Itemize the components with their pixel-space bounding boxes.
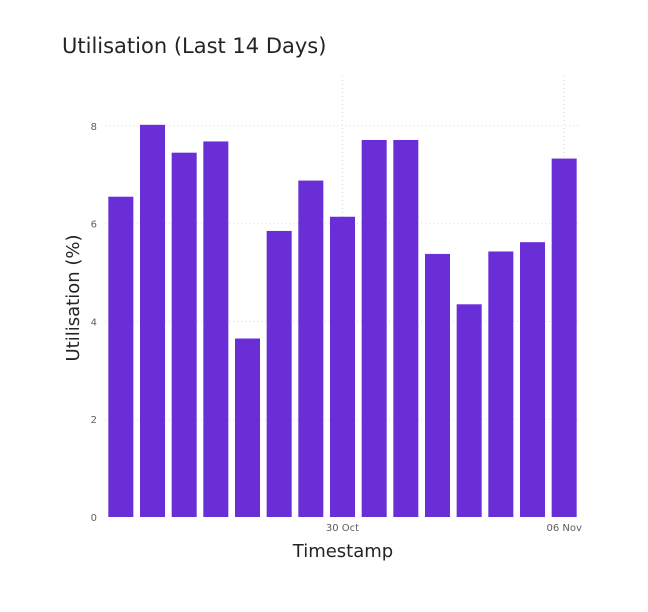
x-tick-label: 30 Oct	[326, 523, 359, 534]
bar[interactable]	[171, 152, 197, 517]
bar[interactable]	[108, 196, 134, 517]
bar[interactable]	[456, 304, 482, 517]
x-axis-ticks: 30 Oct 06 Nov	[326, 523, 582, 534]
y-tick-label: 6	[91, 220, 97, 231]
bars	[108, 124, 577, 518]
bar[interactable]	[266, 230, 292, 517]
bar[interactable]	[393, 139, 419, 518]
bar[interactable]	[330, 216, 355, 517]
bar[interactable]	[520, 242, 545, 517]
bar[interactable]	[203, 141, 229, 517]
chart-title: Utilisation (Last 14 Days)	[62, 34, 327, 58]
y-tick-label: 2	[91, 415, 97, 426]
x-axis-title: Timestamp	[292, 541, 393, 562]
y-axis-title: Utilisation (%)	[63, 235, 84, 362]
y-tick-label: 0	[91, 513, 97, 524]
bar[interactable]	[361, 139, 387, 518]
x-tick-label: 06 Nov	[546, 523, 582, 534]
y-axis-ticks: 0 2 4 6 8	[91, 122, 97, 524]
bar[interactable]	[488, 251, 514, 517]
y-tick-label: 8	[91, 122, 97, 133]
y-tick-label: 4	[91, 317, 97, 328]
bar[interactable]	[551, 158, 577, 517]
bar[interactable]	[298, 180, 324, 517]
bar[interactable]	[140, 124, 165, 517]
bar[interactable]	[235, 338, 260, 517]
bar[interactable]	[425, 253, 450, 518]
